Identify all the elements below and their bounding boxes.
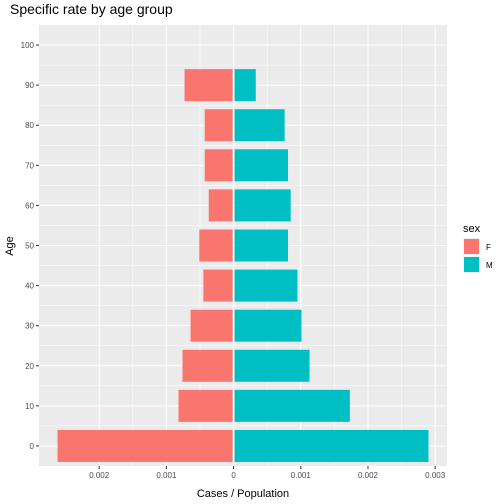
bar-m-age-90 [234, 69, 256, 102]
x-axis-title: Cases / Population [197, 488, 289, 500]
y-tick-label: 30 [25, 322, 34, 331]
y-tick-label: 0 [30, 442, 35, 451]
x-tick-label: 0.001 [291, 471, 312, 480]
bar-f-age-10 [178, 389, 233, 422]
bar-m-age-20 [234, 349, 310, 382]
bar-m-age-60 [234, 189, 291, 222]
x-axis: 0.002 0.001 0 0.001 0.002 0.003 [89, 466, 446, 480]
x-tick-label: 0.002 [358, 471, 379, 480]
minor-grid [39, 25, 447, 466]
bar-f-age-60 [208, 189, 233, 222]
legend-label-f: F [486, 243, 491, 252]
bar-f-age-0 [57, 429, 233, 462]
bar-f-age-80 [204, 109, 233, 142]
x-tick-label: 0.003 [425, 471, 446, 480]
bar-f-age-30 [190, 309, 233, 342]
y-axis: 0 10 20 30 40 50 60 70 80 90 100 [21, 41, 39, 451]
y-tick-label: 90 [25, 81, 34, 90]
legend: sex FM [463, 223, 493, 273]
bar-m-age-50 [234, 229, 289, 262]
y-tick-label: 50 [25, 242, 34, 251]
chart-title: Specific rate by age group [10, 1, 173, 17]
y-tick-label: 20 [25, 362, 34, 371]
y-tick-label: 70 [25, 161, 34, 170]
bar-m-age-40 [234, 269, 298, 302]
bar-m-age-70 [234, 149, 289, 182]
x-tick-label: 0.002 [89, 471, 110, 480]
bar-m-age-10 [234, 389, 350, 422]
bar-f-age-50 [199, 229, 233, 262]
bar-f-age-40 [203, 269, 233, 302]
x-tick-label: 0 [231, 471, 236, 480]
bar-m-age-0 [234, 429, 429, 462]
legend-title: sex [463, 223, 481, 235]
bar-f-age-70 [204, 149, 233, 182]
y-tick-label: 10 [25, 402, 34, 411]
bars [57, 69, 429, 462]
bar-m-age-30 [234, 309, 302, 342]
y-tick-label: 40 [25, 282, 34, 291]
bar-f-age-20 [182, 349, 233, 382]
y-tick-label: 80 [25, 121, 34, 130]
y-tick-label: 60 [25, 201, 34, 210]
y-axis-title: Age [4, 236, 16, 256]
x-tick-label: 0.001 [156, 471, 177, 480]
bar-m-age-80 [234, 109, 285, 142]
legend-swatch-f [464, 239, 479, 254]
bar-f-age-90 [184, 69, 233, 102]
legend-swatch-m [464, 257, 479, 272]
legend-label-m: M [486, 261, 493, 270]
y-tick-label: 100 [21, 41, 35, 50]
